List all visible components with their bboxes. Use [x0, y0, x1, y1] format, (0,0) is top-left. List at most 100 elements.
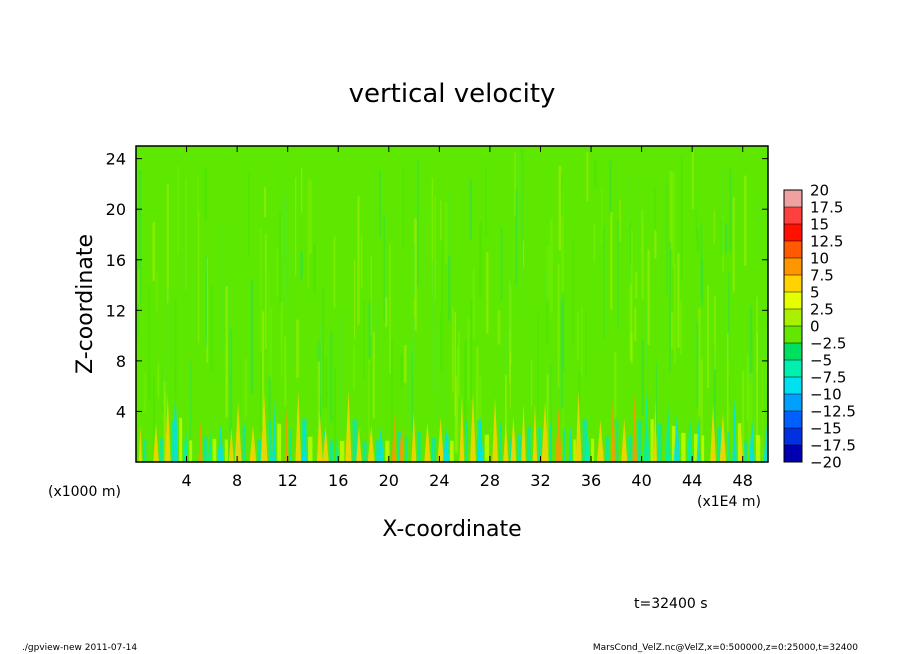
field-streak — [630, 332, 633, 364]
colorbar-label: 17.5 — [810, 199, 843, 217]
field-streak — [756, 332, 759, 444]
field-streak — [700, 358, 703, 462]
field-streak — [368, 302, 371, 358]
field-streak — [504, 374, 507, 462]
x-tick-label: 24 — [429, 471, 449, 490]
field-streak — [204, 167, 207, 220]
field-streak — [515, 189, 518, 285]
field-streak — [756, 296, 759, 373]
field-plume-edge — [538, 427, 542, 462]
field-plume-edge — [224, 439, 228, 462]
field-streak — [630, 229, 633, 361]
field-plume-edge — [755, 435, 761, 462]
field-streak — [444, 372, 447, 420]
field-streak — [353, 259, 356, 339]
field-plume-edge — [628, 435, 633, 462]
field-plume — [532, 403, 538, 462]
field-streak — [333, 367, 336, 462]
field-plume-edge — [242, 425, 246, 462]
colorbar-label: −12.5 — [810, 403, 856, 421]
field-streak — [654, 186, 656, 230]
colorbar-label: 20 — [810, 182, 829, 200]
field-streak — [601, 186, 603, 245]
field-streak — [629, 264, 632, 360]
x-tick-label: 16 — [328, 471, 348, 490]
field-streak — [497, 310, 501, 345]
field-streak — [389, 245, 391, 374]
colorbar-segment — [784, 343, 802, 361]
field-streak — [672, 171, 676, 267]
field-plume — [541, 401, 549, 462]
colorbar-label: −15 — [810, 420, 842, 438]
y-axis-ticks: 4 8 12 16 20 24 — [106, 150, 768, 421]
field-plume — [172, 388, 179, 462]
field-plume-edge — [770, 439, 773, 462]
x-tick-label: 36 — [581, 471, 601, 490]
field-plume — [575, 390, 582, 462]
field-streak — [517, 148, 521, 235]
field-streak — [593, 223, 596, 262]
field-plume — [470, 392, 476, 462]
field-streak — [370, 255, 372, 336]
field-streak — [411, 353, 414, 462]
field-streak — [644, 308, 648, 365]
colorbar-segment — [784, 258, 802, 276]
field-plume — [165, 394, 171, 462]
colorbar-label: 15 — [810, 216, 829, 234]
x-tick-label: 12 — [278, 471, 298, 490]
field-plume — [738, 427, 744, 462]
field-streak — [278, 212, 282, 307]
field-plume-edge — [616, 419, 619, 462]
field-plume — [732, 397, 737, 462]
field-streak — [546, 374, 549, 462]
field-plume-edge — [385, 440, 390, 462]
field-plume — [459, 393, 465, 462]
colorbar-label: 5 — [810, 284, 820, 302]
field-streak — [671, 311, 674, 350]
field-streak — [137, 258, 139, 338]
field-plume — [295, 389, 302, 462]
field-plume-edge — [727, 432, 730, 462]
field-streak — [500, 227, 503, 301]
field-streak — [700, 222, 703, 299]
field-plume — [217, 424, 224, 462]
field-streak — [416, 158, 419, 286]
field-plume — [138, 425, 143, 462]
field-plume — [424, 422, 431, 462]
field-plume-edge — [143, 439, 147, 462]
field-streak — [185, 177, 187, 291]
field-plume — [153, 422, 159, 462]
field-streak — [143, 373, 146, 412]
field-streak — [448, 255, 451, 321]
field-plume — [271, 398, 277, 462]
x-tick-label: 8 — [232, 471, 242, 490]
field-streak — [319, 322, 322, 397]
field-plume-edge — [637, 420, 642, 462]
field-streak — [368, 360, 370, 441]
field-streak — [375, 300, 378, 348]
field-streak — [761, 358, 764, 462]
field-streak — [696, 227, 699, 254]
field-plume — [503, 422, 509, 462]
field-plume-edge — [289, 429, 292, 462]
field-streak — [276, 247, 279, 296]
field-plume — [632, 392, 637, 462]
field-streak — [261, 311, 265, 427]
field-streak — [701, 258, 704, 306]
field-plume — [554, 407, 562, 462]
field-streak — [654, 230, 657, 259]
field-streak — [706, 285, 709, 388]
field-streak — [264, 187, 267, 218]
field-streak — [383, 214, 385, 323]
field-streak — [400, 353, 404, 387]
colorbar-segment — [784, 360, 802, 378]
field-streak — [280, 301, 284, 377]
field-plume — [335, 426, 339, 462]
field-streak — [307, 178, 309, 288]
field-streak — [728, 377, 731, 406]
chart-title: vertical velocity — [349, 79, 556, 109]
field-plume — [198, 420, 203, 462]
field-plume-edge — [465, 420, 468, 462]
field-streak — [152, 221, 156, 282]
field-streak — [268, 271, 270, 399]
